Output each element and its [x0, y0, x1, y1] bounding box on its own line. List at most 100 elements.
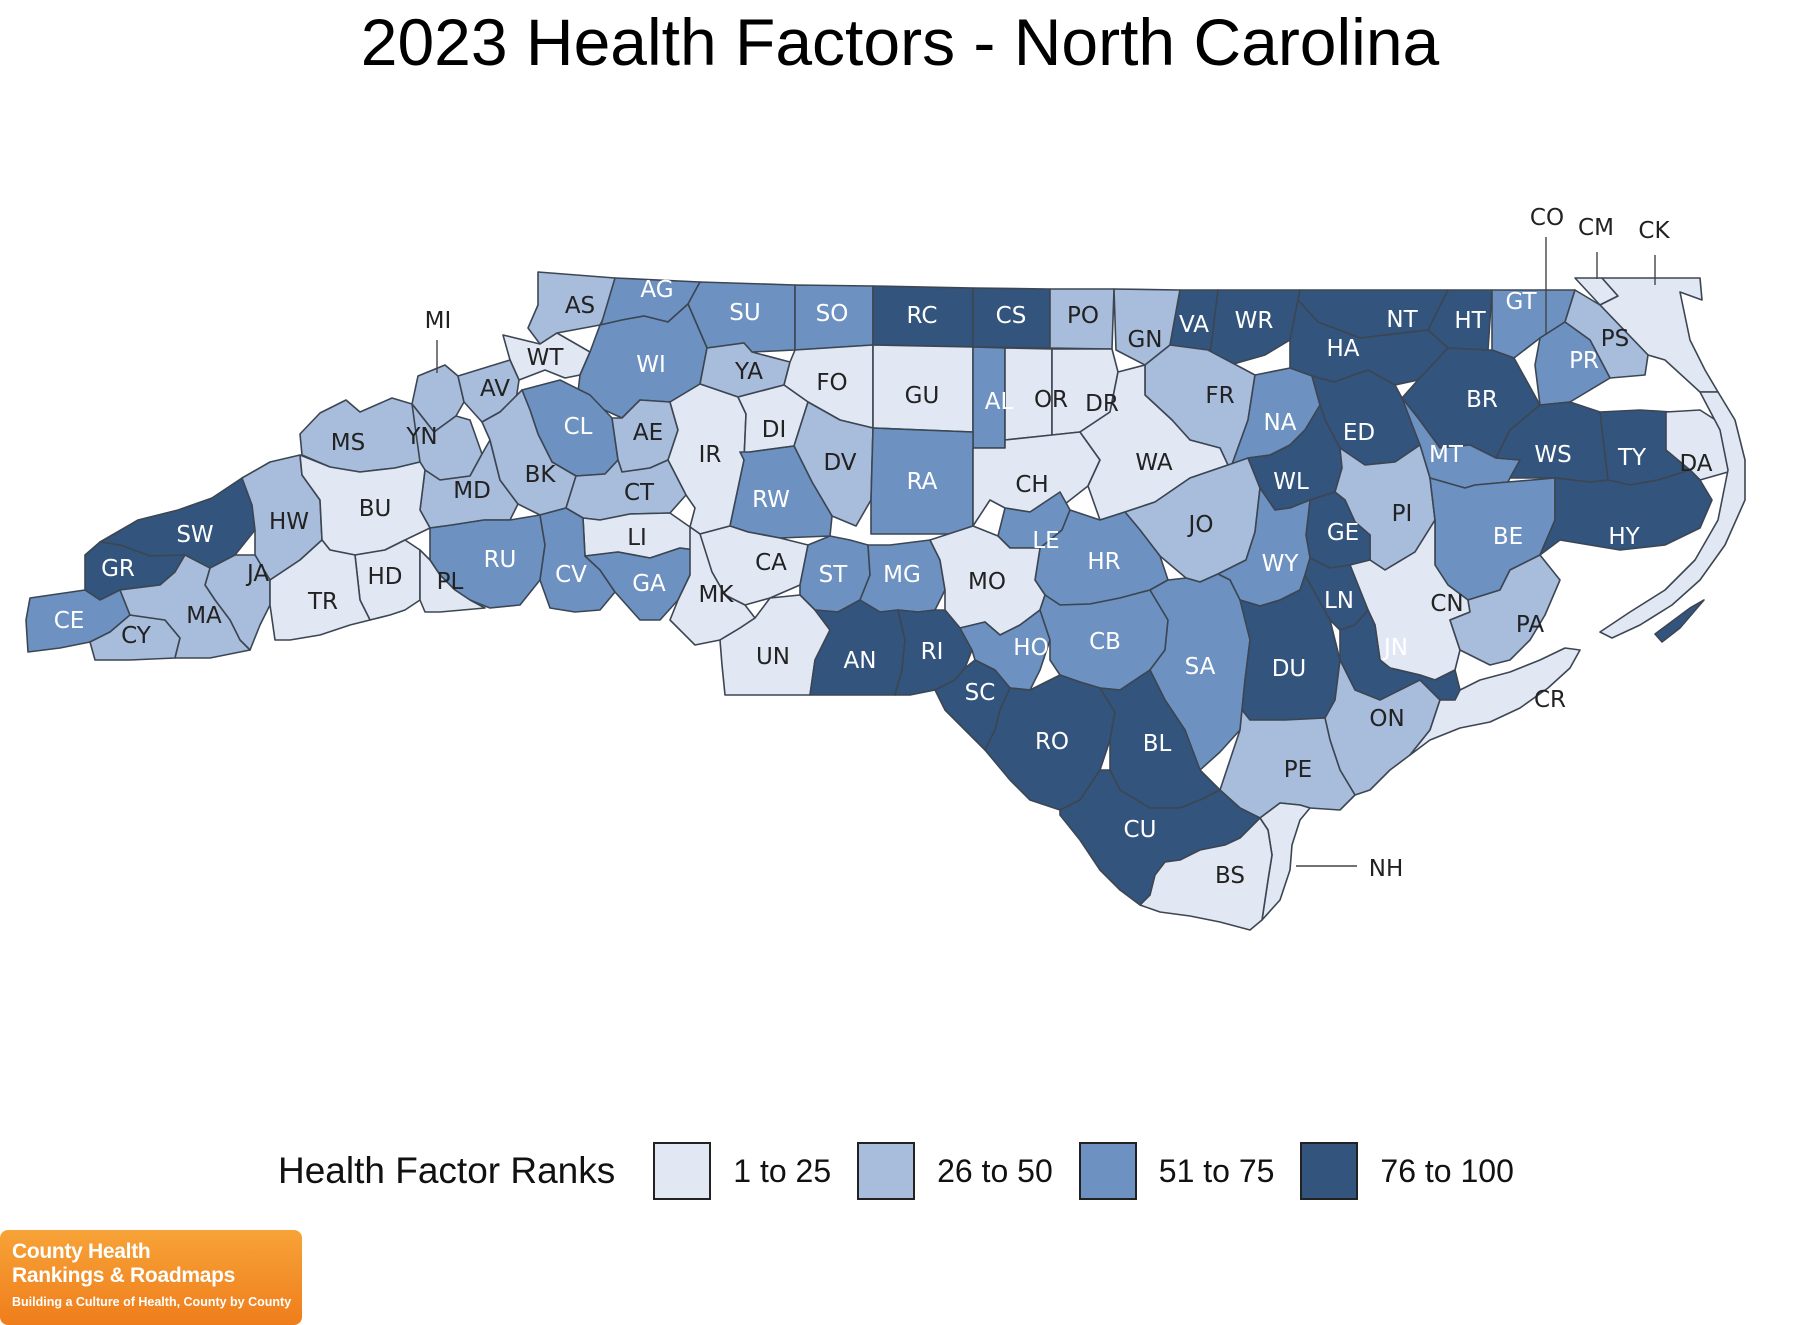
legend-swatch	[653, 1142, 712, 1200]
county-label-jn: JN	[1382, 635, 1408, 661]
county-label-le: LE	[1032, 528, 1059, 554]
county-bs[interactable]	[1139, 817, 1273, 931]
county-label-ht: HT	[1454, 308, 1486, 334]
county-label-al: AL	[985, 389, 1014, 415]
county-cr[interactable]	[1409, 647, 1581, 756]
county-label-mg: MG	[883, 562, 921, 588]
county-label-ck: CK	[1638, 218, 1670, 244]
county-hy[interactable]	[1539, 469, 1713, 556]
county-bu[interactable]	[299, 454, 431, 556]
legend-item-51-75: 51 to 75	[1078, 1142, 1275, 1200]
county-pa[interactable]	[1449, 554, 1561, 666]
county-label-ws: WS	[1534, 442, 1571, 468]
county-label-ja: JA	[245, 561, 269, 587]
county-label-md: MD	[453, 478, 491, 504]
county-label-bu: BU	[359, 496, 392, 522]
county-label-di: DI	[762, 417, 787, 443]
county-label-gn: GN	[1127, 327, 1162, 353]
county-pl[interactable]	[419, 549, 486, 613]
county-label-da: DA	[1679, 451, 1712, 477]
legend-swatch	[1300, 1142, 1359, 1200]
county-label-ct: CT	[624, 480, 655, 506]
county-label-hd: HD	[367, 564, 402, 590]
county-label-pe: PE	[1284, 757, 1312, 783]
legend-swatch	[1078, 1142, 1137, 1200]
county-label-du: DU	[1272, 656, 1307, 682]
county-label-fo: FO	[816, 370, 847, 396]
county-label-tr: TR	[307, 589, 338, 615]
county-label-pa: PA	[1516, 612, 1544, 638]
logo-line-1: County Health	[12, 1240, 151, 1263]
legend-item-1-25: 1 to 25	[653, 1142, 831, 1200]
county-ma[interactable]	[119, 554, 251, 659]
county-label-sw: SW	[176, 522, 213, 548]
county-label-on: ON	[1369, 706, 1404, 732]
county-label-ty: TY	[1617, 445, 1647, 471]
county-label-mo: MO	[968, 569, 1006, 595]
county-label-av: AV	[480, 376, 510, 402]
legend-title: Health Factor Ranks	[278, 1150, 616, 1191]
county-label-ce: CE	[54, 608, 85, 634]
county-label-hy: HY	[1608, 524, 1640, 550]
county-label-nt: NT	[1386, 307, 1418, 333]
legend: Health Factor Ranks 1 to 25 26 to 50 51 …	[278, 1137, 1540, 1205]
legend-label: 1 to 25	[733, 1152, 832, 1189]
county-label-jo: JO	[1187, 512, 1214, 538]
county-label-gt: GT	[1505, 289, 1537, 315]
county-label-mt: MT	[1429, 442, 1464, 468]
county-label-wa: WA	[1135, 450, 1172, 476]
county-label-cu: CU	[1124, 817, 1157, 843]
county-tr[interactable]	[269, 539, 371, 641]
county-health-rankings-logo[interactable]: County Health Rankings & Roadmaps Buildi…	[0, 1230, 302, 1325]
page-title: 2023 Health Factors - North Carolina	[360, 5, 1440, 79]
county-label-li: LI	[627, 525, 647, 551]
legend-label: 76 to 100	[1380, 1152, 1514, 1189]
county-label-an: AN	[844, 648, 877, 674]
county-label-bs: BS	[1215, 863, 1245, 889]
county-label-ae: AE	[633, 420, 663, 446]
county-label-un: UN	[756, 644, 790, 670]
county-label-hw: HW	[269, 509, 309, 535]
county-label-dv: DV	[823, 450, 856, 476]
legend-label: 51 to 75	[1158, 1152, 1275, 1189]
county-label-ed: ED	[1343, 420, 1375, 446]
county-cv[interactable]	[539, 507, 616, 613]
county-label-ha: HA	[1326, 336, 1359, 362]
county-label-ag: AG	[640, 277, 673, 303]
county-da[interactable]	[1665, 409, 1736, 481]
county-label-wl: WL	[1273, 469, 1309, 495]
county-label-ms: MS	[331, 430, 365, 456]
county-label-su: SU	[729, 300, 760, 326]
county-label-ch: CH	[1015, 472, 1048, 498]
county-label-pi: PI	[1392, 501, 1413, 527]
county-label-hr: HR	[1087, 549, 1120, 575]
outer-banks-strip	[1599, 391, 1746, 639]
county-label-or: OR	[1034, 387, 1068, 413]
county-label-ho: HO	[1013, 635, 1048, 661]
legend-item-26-50: 26 to 50	[857, 1142, 1053, 1200]
county-label-cl: CL	[564, 414, 593, 440]
legend-label: 26 to 50	[937, 1152, 1053, 1189]
county-wa[interactable]	[1079, 364, 1229, 521]
county-label-ga: GA	[632, 571, 666, 597]
county-label-pl: PL	[437, 569, 464, 595]
county-label-gu: GU	[905, 383, 940, 409]
county-label-cy: CY	[121, 623, 152, 649]
county-label-br: BR	[1466, 387, 1498, 413]
legend-item-76-100: 76 to 100	[1300, 1142, 1514, 1200]
county-label-cb: CB	[1089, 629, 1121, 655]
cape-lookout-strip	[1654, 599, 1705, 643]
county-label-rw: RW	[752, 487, 790, 513]
county-ln[interactable]	[1304, 557, 1369, 631]
county-label-as: AS	[565, 293, 595, 319]
county-label-bk: BK	[525, 462, 557, 488]
logo-tagline: Building a Culture of Health, County by …	[12, 1295, 292, 1309]
county-label-wi: WI	[636, 352, 666, 378]
county-label-st: ST	[819, 562, 849, 588]
county-label-gr: GR	[101, 556, 135, 582]
county-label-mi: MI	[425, 308, 452, 334]
county-label-wt: WT	[527, 345, 565, 371]
county-label-ma: MA	[186, 603, 222, 629]
county-label-ra: RA	[907, 469, 938, 495]
